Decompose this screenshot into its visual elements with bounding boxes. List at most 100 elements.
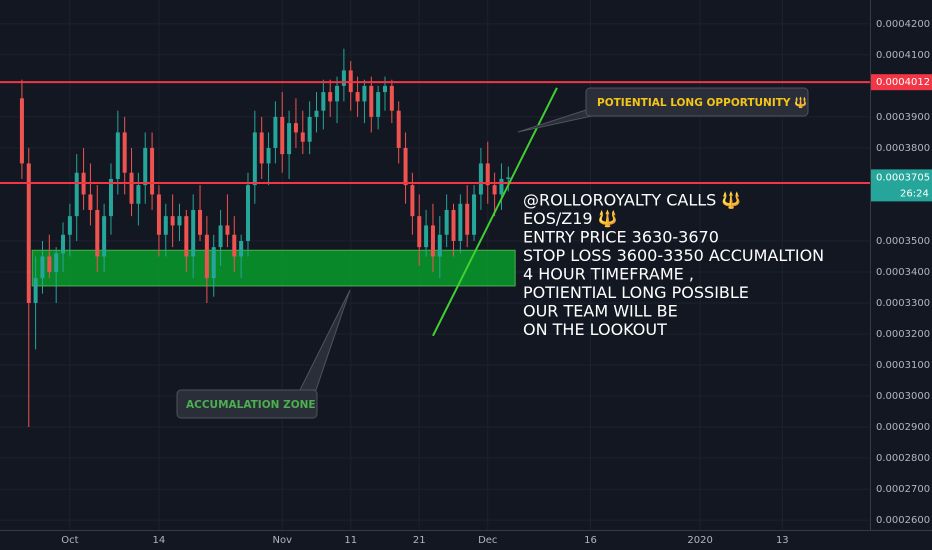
y-tick-label: 0.0003100 (876, 360, 930, 371)
candle-body (177, 216, 182, 226)
candle-body (430, 225, 435, 257)
x-tick-label: Oct (61, 535, 78, 546)
candle-body (382, 85, 387, 93)
y-tick-label: 0.0002800 (876, 453, 930, 464)
candle-body (485, 163, 490, 186)
price-label-box (871, 74, 932, 91)
x-tick-label: 14 (153, 535, 166, 546)
y-tick-label: 0.0003400 (876, 267, 930, 278)
x-tick-label: Dec (478, 535, 497, 546)
candle-body (314, 110, 319, 117)
note-line: ON THE LOOKOUT (523, 320, 667, 339)
y-tick-label: 0.0003200 (876, 329, 930, 340)
candle-body (163, 216, 168, 235)
candle-body (225, 225, 230, 235)
callout-box (176, 389, 318, 419)
candle-body (376, 92, 381, 117)
candle-body (417, 216, 422, 248)
candle-body (170, 216, 175, 226)
candle-body (362, 85, 367, 102)
candle-body (328, 92, 333, 102)
note-line: 4 HOUR TIMEFRAME , (523, 265, 694, 284)
candle-body (232, 234, 237, 257)
candle-body (335, 85, 340, 102)
candle-body (492, 185, 497, 195)
candle-body (143, 147, 148, 186)
last-price-label: 0.0003705 (876, 172, 930, 183)
candle-body (19, 98, 24, 164)
countdown: 26:24 (900, 188, 929, 199)
trendline (432, 87, 558, 337)
candle-body (300, 132, 305, 142)
candle-body (218, 225, 223, 248)
callout-text: POTIENTIAL LONG OPPORTUNITY 🔱 (597, 96, 807, 109)
x-tick-label: 2020 (687, 535, 712, 546)
candle-body (102, 216, 107, 257)
callout-box (585, 87, 809, 117)
candle-body (478, 163, 483, 195)
candle-body (211, 247, 216, 279)
candle-body (451, 209, 456, 241)
x-tick-label: 16 (584, 535, 597, 546)
note-line: OUR TEAM WILL BE (523, 302, 678, 321)
candle-body (321, 92, 326, 111)
note: @ROLLOROYALTY CALLS 🔱EOS/Z19 🔱ENTRY PRIC… (523, 191, 824, 340)
candle-body (26, 163, 31, 303)
candle-body (67, 216, 72, 235)
price-label: 0.0004012 (876, 77, 930, 88)
candle-body (465, 203, 470, 235)
note-line: POTIENTIAL LONG POSSIBLE (523, 283, 749, 302)
candle-body (389, 85, 394, 111)
candle-body (355, 92, 360, 102)
candle-body (506, 177, 511, 179)
candle-body (61, 234, 66, 254)
y-tick-label: 0.0002600 (876, 515, 930, 526)
candle-body (204, 234, 209, 279)
candle-body (287, 123, 292, 155)
candle-body (191, 209, 196, 257)
x-tick-label: 11 (344, 535, 357, 546)
candle-body (259, 132, 264, 164)
candle-body (273, 116, 278, 148)
y-tick-label: 0.0003500 (876, 236, 930, 247)
y-tick-label: 0.0002900 (876, 422, 930, 433)
candle-body (136, 185, 141, 204)
candle-body (444, 209, 449, 235)
candle-body (403, 147, 408, 186)
candle-body (239, 240, 244, 257)
candle-body (266, 147, 271, 164)
candle-body (115, 132, 120, 179)
note-line: EOS/Z19 🔱 (523, 209, 618, 228)
last-price-box (871, 169, 932, 202)
y-tick-label: 0.0002700 (876, 484, 930, 495)
candle-body (472, 194, 477, 235)
candle-body (47, 256, 52, 272)
candle-body (293, 123, 298, 133)
note-line: STOP LOSS 3600-3350 ACCUMALTION (523, 246, 824, 265)
note-line: @ROLLOROYALTY CALLS 🔱 (523, 191, 741, 210)
y-tick-label: 0.0004200 (876, 19, 930, 30)
x-tick-label: 13 (776, 535, 789, 546)
candle-body (424, 225, 429, 248)
candle-body (410, 185, 415, 217)
candle-body (129, 172, 134, 204)
candle-body (54, 253, 59, 272)
plot (0, 48, 870, 428)
candle-body (108, 178, 113, 217)
candle-body (499, 178, 504, 195)
candle-body (150, 147, 155, 195)
candle-body (341, 70, 346, 86)
callout-text: ACCUMALATION ZONE (186, 399, 316, 411)
candle-body (122, 132, 127, 173)
candle-body (184, 216, 189, 257)
candle-body (437, 234, 442, 257)
candle-body (369, 85, 374, 117)
x-tick-label: 21 (413, 535, 426, 546)
y-tick-label: 0.0003800 (876, 143, 930, 154)
candle-body (95, 209, 100, 257)
candle-body (88, 194, 93, 210)
y-tick-label: 0.0003000 (876, 391, 930, 402)
x-tick-label: Nov (272, 535, 292, 546)
